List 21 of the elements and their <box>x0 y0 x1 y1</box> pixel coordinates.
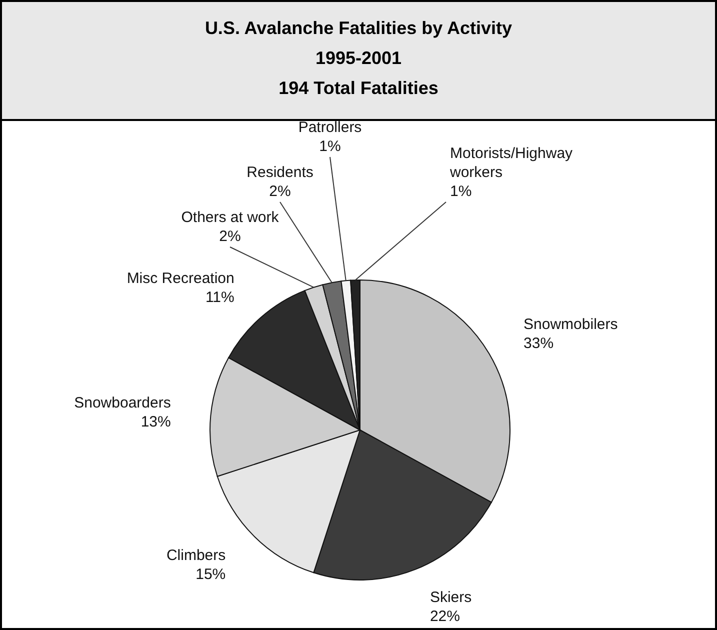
slice-label: Motorists/Highway workers <box>449 145 574 181</box>
data-label: 11% <box>205 288 234 306</box>
slice-label: Climbers <box>166 546 226 564</box>
chart-title: U.S. Avalanche Fatalities by Activity <box>204 18 512 38</box>
slice-label: Misc Recreation <box>126 270 234 287</box>
slice-label: Patrollers <box>298 119 362 136</box>
data-label: 1% <box>450 183 472 200</box>
data-label: 22% <box>430 608 460 626</box>
data-label: 33% <box>524 334 554 352</box>
data-label: 2% <box>219 228 241 245</box>
text: 194 Total Fatalities <box>278 78 438 98</box>
slice-label: Snowmobilers <box>524 316 618 333</box>
slice-label: Residents <box>246 164 314 181</box>
data-label: 1% <box>319 138 341 155</box>
slice-label: Snowboarders <box>74 394 171 412</box>
data-label: 15% <box>196 566 226 583</box>
slice-label: Others at work <box>181 209 280 226</box>
chart-subtitle: 1995-2001 <box>315 48 402 68</box>
slice-label: Skiers <box>430 589 472 606</box>
data-label: 2% <box>269 183 291 200</box>
data-label: 13% <box>140 414 171 431</box>
